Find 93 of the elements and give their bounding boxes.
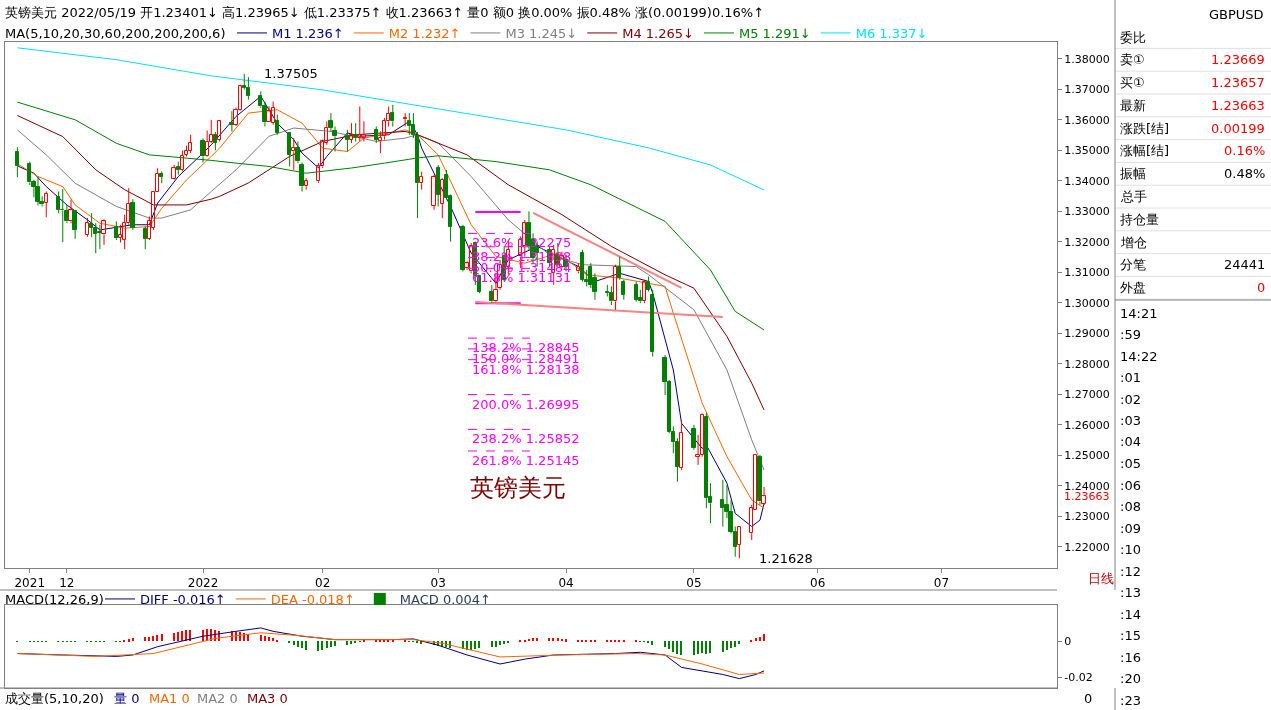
text: 0.48% <box>1224 166 1266 181</box>
legend-label: MACD 0.004↑ <box>399 592 492 608</box>
text: :13 <box>1120 585 1141 600</box>
chart-subtitle: MA(5,10,20,30,60,200,200,200,6) <box>5 26 226 41</box>
x-tick-label: 03 <box>430 576 446 591</box>
legend-label: DIFF -0.016↑ <box>140 592 226 608</box>
category-label: 最新 <box>1120 98 1146 113</box>
category-label: 持仓量 <box>1120 212 1159 227</box>
y-tick-label: 1.22000 <box>1064 540 1110 554</box>
legend-label: M5 1.291↓ <box>738 26 811 42</box>
text: :09 <box>1120 521 1141 536</box>
category-label: MA2 0 <box>197 691 238 706</box>
x-tick-label: 04 <box>558 576 574 591</box>
text: :10 <box>1120 542 1141 557</box>
text: :04 <box>1120 434 1141 449</box>
y-tick-label: 1.37000 <box>1064 83 1110 97</box>
y-tick-label: 1.33000 <box>1064 205 1110 219</box>
annotation: 1.37505 <box>264 66 318 81</box>
category-label: 卖① <box>1120 52 1145 67</box>
x-tick-label: 2022 <box>187 576 219 591</box>
text: :15 <box>1120 628 1141 643</box>
x-tick-label: 12 <box>59 576 75 591</box>
text: :59 <box>1120 327 1141 342</box>
y-tick-label: -0.02 <box>1064 671 1093 685</box>
text: 14:22 <box>1120 349 1158 364</box>
annotation: 英镑美元 <box>470 474 566 502</box>
text: 成交量(5,10,20) <box>5 691 104 706</box>
text: :08 <box>1120 499 1141 514</box>
text: :14 <box>1120 607 1141 622</box>
legend-label: M6 1.337↓ <box>855 26 928 42</box>
text: :02 <box>1120 392 1141 407</box>
text: GBPUSD <box>1209 7 1264 22</box>
x-tick-label: 02 <box>315 576 331 591</box>
y-tick-label: 1.32000 <box>1064 235 1110 249</box>
ref-line-label: 200.0% 1.26995 <box>472 397 580 412</box>
text: 日线 <box>1088 571 1114 586</box>
y-tick-label: 1.29000 <box>1064 327 1110 341</box>
text: 0 <box>1257 280 1266 295</box>
y-tick-label: 1.34000 <box>1064 174 1110 188</box>
category-label: 量 0 <box>114 691 140 706</box>
text: 0.00199 <box>1211 121 1265 136</box>
category-label: MA3 0 <box>247 691 288 706</box>
text: 1.23663 <box>1211 98 1265 113</box>
text: :23 <box>1120 693 1141 708</box>
legend-label: DEA -0.018↑ <box>270 592 355 608</box>
ref-line-label: 238.2% 1.25852 <box>472 431 580 446</box>
y-tick-label: 1.38000 <box>1064 52 1110 66</box>
legend-label: M2 1.232↑ <box>388 26 461 42</box>
text: :16 <box>1120 650 1141 665</box>
y-tick-label: 1.25000 <box>1064 449 1110 463</box>
text: :12 <box>1120 564 1141 579</box>
text: 1.23657 <box>1211 75 1265 90</box>
y-tick-label: 1.30000 <box>1064 296 1110 310</box>
chart-title: MACD(12,26,9) <box>5 592 104 607</box>
legend-label: M4 1.265↓ <box>622 26 694 42</box>
text: 0.16% <box>1224 143 1266 158</box>
category-label: 振幅 <box>1120 166 1146 181</box>
y-tick-label: 1.26000 <box>1064 418 1110 432</box>
category-label: 总手 <box>1120 189 1147 204</box>
legend-label: M1 1.236↑ <box>272 26 344 42</box>
text: 1.23663 <box>1064 490 1110 503</box>
y-tick-label: 1.27000 <box>1064 388 1110 402</box>
text: 14:21 <box>1120 306 1158 321</box>
category-label: 增仓 <box>1120 235 1147 250</box>
y-tick-label: 1.23000 <box>1064 510 1110 524</box>
category-label: 涨幅[结] <box>1120 143 1170 158</box>
text: :20 <box>1120 671 1141 686</box>
x-tick-label: 06 <box>810 576 826 591</box>
category-label: 涨跌[结] <box>1120 121 1170 136</box>
text: 24441 <box>1224 257 1266 272</box>
chart-title: 英镑美元 2022/05/19 开1.23401↓ 高1.23965↓ 低1.23375↑ 收1.23663↑ 量0 额0 换0.00% 振0.48% 涨(0.00199)0.16%↑ <box>5 5 765 20</box>
category-label: 外盘 <box>1120 280 1146 295</box>
x-tick-label: 05 <box>686 576 702 591</box>
category-label: 委比 <box>1120 30 1146 45</box>
y-tick-label: 0 <box>1064 634 1072 648</box>
category-label: 分笔 <box>1120 257 1146 272</box>
y-tick-label: 1.35000 <box>1064 144 1110 158</box>
text: :01 <box>1120 370 1141 385</box>
text: 1.23669 <box>1211 52 1265 67</box>
category-label: MA1 0 <box>149 691 190 706</box>
y-tick-label: 1.24000 <box>1064 479 1110 493</box>
category-label: 买① <box>1120 75 1145 90</box>
x-tick-label: 07 <box>933 576 950 591</box>
ref-line-label: 261.8% 1.25145 <box>472 453 580 468</box>
y-tick-label: 1.28000 <box>1064 357 1110 371</box>
text: :05 <box>1120 456 1141 471</box>
y-tick-label: 1.36000 <box>1064 113 1110 127</box>
annotation: 1.21628 <box>759 551 813 566</box>
text: :03 <box>1120 413 1141 428</box>
text: :06 <box>1120 478 1141 493</box>
x-tick-label: 2021 <box>14 576 46 591</box>
y-tick-label: 1.31000 <box>1064 266 1110 280</box>
legend-label: M3 1.245↓ <box>505 26 578 42</box>
